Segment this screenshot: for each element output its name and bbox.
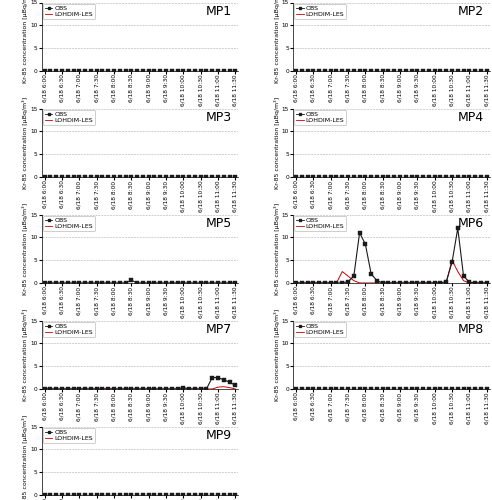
Text: MP6: MP6 — [458, 216, 484, 230]
Legend: OBS, LOHDIM-LES: OBS, LOHDIM-LES — [43, 322, 95, 338]
Legend: OBS, LOHDIM-LES: OBS, LOHDIM-LES — [294, 322, 346, 338]
Y-axis label: Kr-85 concentration [μBq/m³]: Kr-85 concentration [μBq/m³] — [22, 96, 28, 189]
Y-axis label: Kr-85 concentration [μBq/m³]: Kr-85 concentration [μBq/m³] — [22, 202, 28, 295]
Y-axis label: Kr-85 concentration [μBq/m³]: Kr-85 concentration [μBq/m³] — [22, 414, 28, 500]
Y-axis label: Kr-85 concentration [μBq/m³]: Kr-85 concentration [μBq/m³] — [274, 202, 279, 295]
Legend: OBS, LOHDIM-LES: OBS, LOHDIM-LES — [43, 110, 95, 125]
Text: MP1: MP1 — [206, 4, 232, 18]
Y-axis label: Kr-85 concentration [μBq/m³]: Kr-85 concentration [μBq/m³] — [274, 96, 279, 189]
Legend: OBS, LOHDIM-LES: OBS, LOHDIM-LES — [294, 4, 346, 19]
Text: MP7: MP7 — [206, 322, 232, 336]
Y-axis label: Kr-85 concentration [μBq/m³]: Kr-85 concentration [μBq/m³] — [22, 0, 28, 83]
Text: MP9: MP9 — [206, 428, 232, 442]
Text: MP5: MP5 — [206, 216, 232, 230]
Text: MP8: MP8 — [458, 322, 484, 336]
Legend: OBS, LOHDIM-LES: OBS, LOHDIM-LES — [294, 110, 346, 125]
Text: MP2: MP2 — [458, 4, 484, 18]
Legend: OBS, LOHDIM-LES: OBS, LOHDIM-LES — [43, 4, 95, 19]
Text: MP4: MP4 — [458, 110, 484, 124]
Text: MP3: MP3 — [206, 110, 232, 124]
Y-axis label: Kr-85 concentration [μBq/m³]: Kr-85 concentration [μBq/m³] — [274, 308, 279, 401]
Legend: OBS, LOHDIM-LES: OBS, LOHDIM-LES — [43, 216, 95, 231]
Y-axis label: Kr-85 concentration [μBq/m³]: Kr-85 concentration [μBq/m³] — [22, 308, 28, 401]
Legend: OBS, LOHDIM-LES: OBS, LOHDIM-LES — [43, 428, 95, 444]
Legend: OBS, LOHDIM-LES: OBS, LOHDIM-LES — [294, 216, 346, 231]
Y-axis label: Kr-85 concentration [μBq/m³]: Kr-85 concentration [μBq/m³] — [274, 0, 279, 83]
